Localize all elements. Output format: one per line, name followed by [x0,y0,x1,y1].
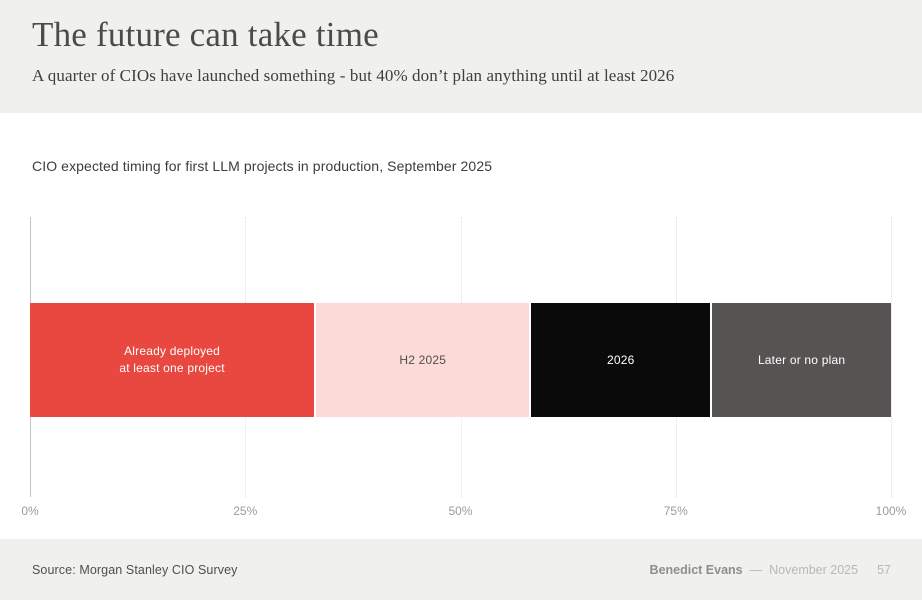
chart-title: CIO expected timing for first LLM projec… [32,158,493,174]
x-tick-label: 25% [233,504,258,518]
footer: Source: Morgan Stanley CIO Survey Benedi… [0,539,922,600]
x-tick-label: 50% [448,504,473,518]
credit-date: November 2025 [769,562,859,577]
bar-segment-label: Later or no plan [757,352,846,367]
chart-area: CIO expected timing for first LLM projec… [0,113,922,539]
bar-segment-label: H2 2025 [399,352,447,367]
page-number: 57 [877,562,891,577]
bar-segment-later-or-no-plan: Later or no plan [710,303,891,417]
x-tick-label: 75% [663,504,688,518]
stacked-bar: Already deployed at least one project H2… [30,303,891,417]
bar-segment-label: 2026 [607,352,635,367]
header: The future can take time A quarter of CI… [0,0,922,113]
slide-title: The future can take time [32,15,379,54]
source-note: Source: Morgan Stanley CIO Survey [32,562,238,577]
bar-segment-2026: 2026 [529,303,711,417]
bar-segment-label: Already deployed at least one project [119,344,225,375]
slide-subtitle: A quarter of CIOs have launched somethin… [32,65,675,85]
x-tick-label: 100% [875,504,907,518]
author-name: Benedict Evans [649,562,743,577]
x-axis: 0% 25% 50% 75% 100% [21,504,906,524]
credit-dash: — [749,562,763,577]
bar-segment-h2-2025: H2 2025 [314,303,530,417]
credit: Benedict Evans — November 2025 57 [650,563,891,577]
plot-area: Already deployed at least one project H2… [30,217,892,497]
x-tick-label: 0% [21,504,39,518]
gridline [891,217,892,497]
bar-segment-already-deployed: Already deployed at least one project [30,303,315,417]
